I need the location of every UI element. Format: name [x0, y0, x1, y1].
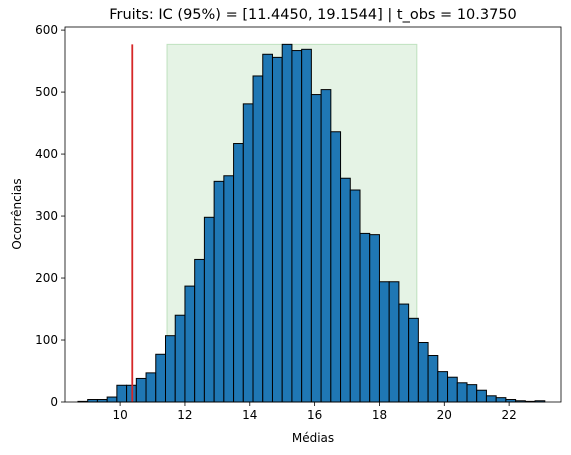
histogram-bar: [281, 43, 293, 403]
y-tick-label: 600: [35, 23, 58, 37]
histogram-bar: [213, 180, 225, 403]
histogram-bar: [378, 281, 390, 403]
histogram-bar: [194, 258, 205, 403]
histogram-bar: [485, 395, 497, 403]
y-tick-label: 100: [35, 333, 58, 347]
histogram-bar: [456, 382, 468, 403]
x-tick-label: 10: [112, 408, 127, 422]
y-axis-ticks: 0 100 200 300 400 500 600: [35, 23, 65, 409]
histogram-bar: [271, 56, 283, 403]
histogram-bar: [135, 377, 147, 403]
x-tick-label: 18: [372, 408, 387, 422]
histogram-bar: [203, 216, 215, 403]
histogram-bar: [408, 317, 419, 403]
x-tick-label: 16: [307, 408, 322, 422]
histogram-bar: [359, 232, 371, 403]
histogram-bar: [291, 50, 303, 403]
histogram-bar: [340, 177, 351, 403]
histogram-bar: [310, 94, 322, 403]
histogram-bar: [476, 389, 487, 403]
histogram-bar: [330, 131, 342, 403]
histogram-bar: [116, 384, 128, 403]
plot-frame: [64, 26, 562, 403]
histogram-bar: [466, 384, 478, 403]
histogram-bar: [106, 396, 118, 403]
histogram-bar: [184, 285, 196, 403]
histogram-bar: [174, 314, 186, 403]
x-axis-ticks: 10 12 14 16 18 20 22: [112, 402, 517, 422]
histogram-bar: [495, 397, 507, 403]
histogram-bar: [242, 103, 254, 403]
histogram-bar: [223, 175, 235, 403]
histogram-bar: [369, 234, 380, 403]
histogram-bar: [349, 189, 361, 403]
histogram-bar: [447, 376, 458, 403]
histogram-bar: [262, 53, 273, 403]
histogram-bar: [252, 75, 264, 403]
histogram-bar: [427, 355, 439, 403]
y-tick-label: 0: [50, 395, 58, 409]
y-tick-label: 300: [35, 209, 58, 223]
y-tick-label: 400: [35, 147, 58, 161]
y-tick-label: 500: [35, 85, 58, 99]
x-tick-label: 22: [501, 408, 516, 422]
x-tick-label: 12: [177, 408, 192, 422]
histogram-bar: [233, 143, 244, 403]
x-tick-label: 20: [437, 408, 452, 422]
y-axis-label: Ocorrências: [10, 178, 24, 249]
histogram-bar: [164, 335, 176, 403]
histogram-bar: [145, 372, 157, 403]
histogram-bar: [437, 371, 449, 403]
x-tick-label: 14: [242, 408, 257, 422]
y-tick-label: 200: [35, 271, 58, 285]
histogram-bar: [388, 281, 400, 403]
histogram-bar: [301, 48, 312, 403]
histogram-bar: [417, 341, 429, 403]
chart-title: Fruits: IC (95%) = [11.4450, 19.1544] | …: [109, 7, 517, 23]
histogram-bar: [320, 89, 332, 403]
histogram-bar: [398, 303, 410, 403]
histogram-bar: [155, 353, 166, 403]
x-axis-label: Médias: [292, 431, 334, 445]
